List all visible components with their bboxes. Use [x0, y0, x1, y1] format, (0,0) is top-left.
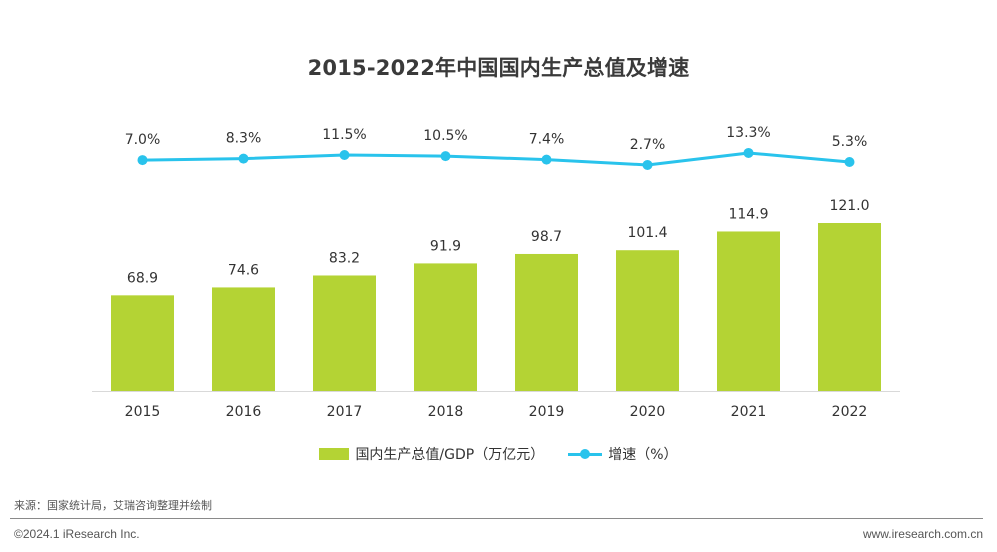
gdp-bar-label-2020: 101.4: [627, 225, 667, 241]
source-note: 来源：国家统计局，艾瑞咨询整理并绘制: [14, 499, 212, 512]
growth-point-2017: [339, 150, 350, 161]
growth-label-2015: 7.0%: [125, 132, 161, 148]
growth-label-2018: 10.5%: [423, 128, 467, 144]
legend-label-growth: 增速（%）: [608, 447, 678, 463]
x-tick-label-2018: 2018: [428, 404, 464, 420]
gdp-bar-2022: [818, 223, 881, 391]
gdp-bar-label-2016: 74.6: [228, 262, 259, 278]
gdp-bar-2018: [414, 263, 477, 391]
gdp-bar-2017: [313, 275, 376, 391]
chart-area: 68.9 2015 74.6 2016 83.2 2017 91.9 2018 98.7 2019…: [92, 125, 900, 420]
gdp-bar-label-2019: 98.7: [531, 229, 562, 245]
growth-point-2021: [743, 147, 754, 158]
gdp-bar-2016: [212, 287, 275, 391]
legend-item-growth: 增速（%）: [568, 444, 678, 464]
growth-label-2016: 8.3%: [226, 131, 262, 147]
growth-point-2020: [642, 159, 653, 170]
growth-label-2017: 11.5%: [322, 127, 366, 143]
legend-item-gdp: 国内生产总值/GDP（万亿元）: [319, 444, 544, 464]
chart-legend: 国内生产总值/GDP（万亿元） 增速（%）: [0, 444, 997, 464]
growth-label-2021: 13.3%: [726, 125, 770, 141]
x-tick-label-2019: 2019: [529, 404, 565, 420]
gdp-bar-2019: [515, 253, 578, 391]
gdp-bar-2020: [616, 250, 679, 391]
gdp-bar-2021: [717, 231, 780, 391]
growth-point-2022: [844, 157, 855, 168]
growth-label-2019: 7.4%: [529, 132, 565, 148]
x-tick-label-2017: 2017: [327, 404, 363, 420]
chart-title: 2015-2022年中国国内生产总值及增速: [307, 56, 690, 80]
gdp-bar-label-2018: 91.9: [430, 238, 461, 254]
growth-label-2020: 2.7%: [630, 137, 666, 153]
website-link[interactable]: www.iresearch.com.cn: [862, 527, 983, 541]
growth-label-2022: 5.3%: [832, 134, 868, 150]
gdp-bar-label-2017: 83.2: [329, 250, 360, 266]
growth-line: [142, 151, 850, 167]
legend-label-gdp: 国内生产总值/GDP（万亿元）: [355, 447, 545, 463]
growth-point-2018: [440, 151, 451, 162]
footer-divider: [10, 518, 983, 519]
gdp-bar-label-2022: 121.0: [829, 198, 869, 214]
legend-bar-swatch: [319, 448, 350, 460]
x-tick-label-2015: 2015: [125, 404, 161, 420]
legend-line-swatch: [568, 448, 603, 460]
x-tick-label-2020: 2020: [630, 404, 666, 420]
x-tick-label-2021: 2021: [731, 404, 767, 420]
gdp-bar-2015: [111, 295, 174, 391]
growth-point-2015: [137, 155, 148, 166]
x-tick-label-2016: 2016: [226, 404, 262, 420]
growth-point-2019: [541, 154, 552, 165]
growth-point-2016: [238, 153, 249, 164]
x-tick-label-2022: 2022: [832, 404, 868, 420]
gdp-bar-label-2015: 68.9: [127, 270, 158, 286]
gdp-bar-label-2021: 114.9: [728, 206, 768, 222]
copyright-text: ©2024.1 iResearch Inc.: [14, 527, 140, 541]
